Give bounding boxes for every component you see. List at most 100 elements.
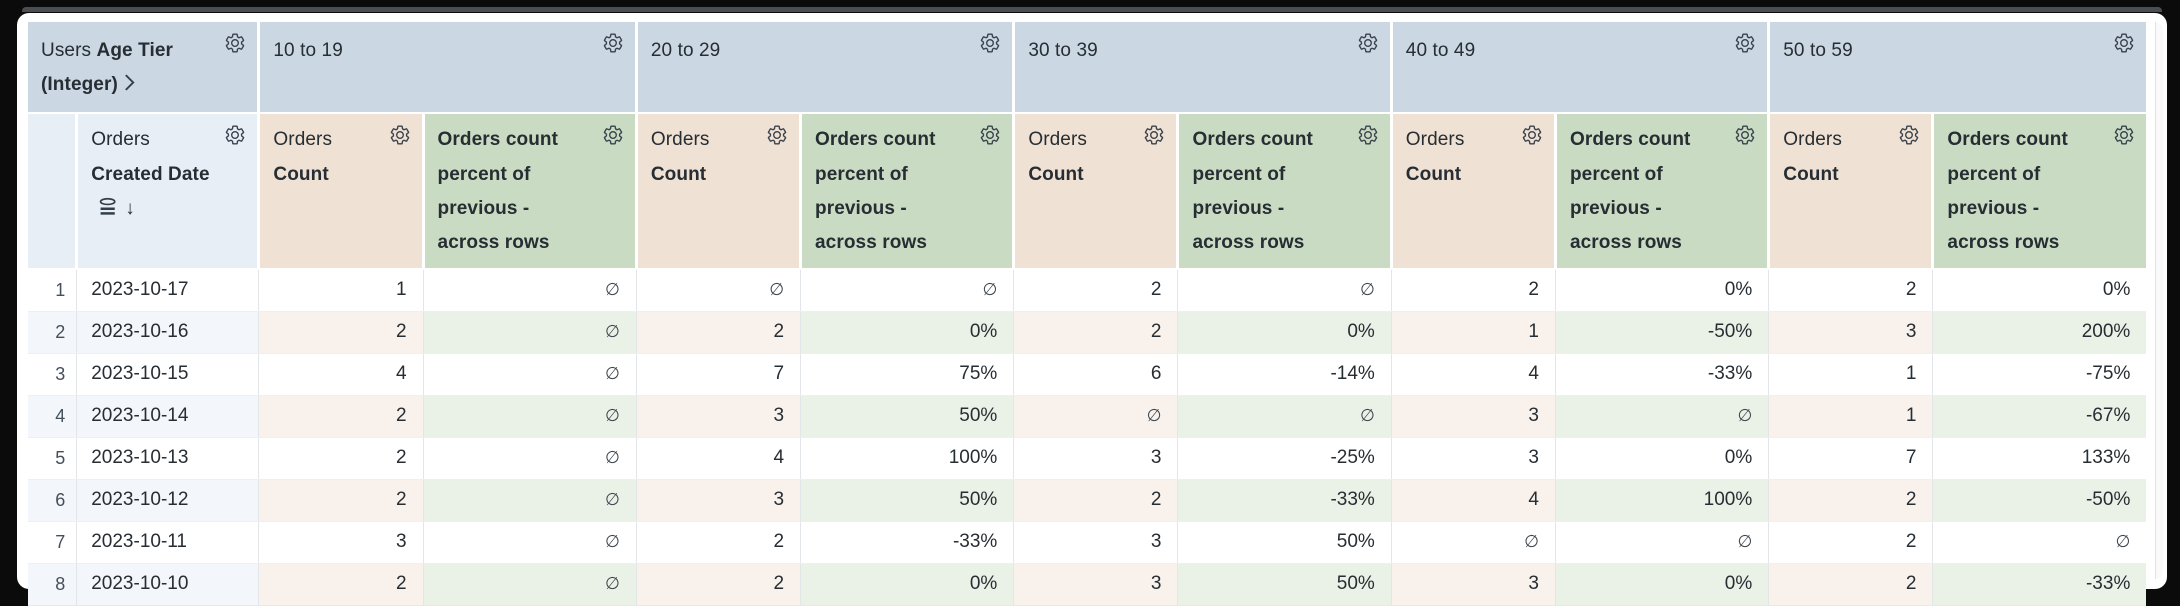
count-cell[interactable]: 2	[1768, 521, 1934, 564]
percent-cell[interactable]: ∅	[423, 395, 637, 438]
percent-cell[interactable]: ∅	[1177, 269, 1392, 312]
count-cell[interactable]: ∅	[1391, 521, 1556, 564]
percent-cell[interactable]: ∅	[1555, 521, 1770, 564]
gear-icon[interactable]	[1357, 32, 1379, 54]
percent-cell[interactable]: 0%	[1177, 311, 1392, 354]
measure-header-percent-previous[interactable]: Orders count percent of previous - acros…	[800, 113, 1016, 271]
percent-cell[interactable]: ∅	[423, 311, 637, 354]
percent-cell[interactable]: 0%	[800, 311, 1015, 354]
percent-cell[interactable]: -75%	[1932, 353, 2147, 396]
percent-cell[interactable]: -33%	[800, 521, 1015, 564]
count-cell[interactable]: 3	[636, 395, 802, 438]
count-cell[interactable]: 3	[1013, 437, 1179, 480]
count-cell[interactable]: 3	[636, 479, 802, 522]
pivot-expand-chevron-icon[interactable]	[122, 70, 137, 104]
count-cell[interactable]: 4	[258, 353, 424, 396]
count-cell[interactable]: 3	[258, 521, 424, 564]
count-cell[interactable]: 6	[1013, 353, 1179, 396]
gear-icon[interactable]	[1734, 32, 1756, 54]
sort-desc-arrow[interactable]: ↓	[125, 197, 135, 219]
measure-header-orders-count[interactable]: Orders Count	[1768, 113, 1935, 271]
count-cell[interactable]: 2	[1391, 269, 1556, 312]
date-cell[interactable]: 2023-10-12	[76, 479, 260, 522]
measure-header-percent-previous[interactable]: Orders count percent of previous - acros…	[1932, 113, 2147, 271]
gear-icon[interactable]	[2113, 124, 2135, 146]
percent-cell[interactable]: ∅	[423, 269, 637, 312]
gear-icon[interactable]	[602, 32, 624, 54]
percent-cell[interactable]: 100%	[1555, 479, 1770, 522]
gear-icon[interactable]	[1521, 124, 1543, 146]
percent-cell[interactable]: ∅	[423, 563, 637, 606]
gear-icon[interactable]	[602, 124, 624, 146]
measure-header-percent-previous[interactable]: Orders count percent of previous - acros…	[1177, 113, 1393, 271]
percent-cell[interactable]: -14%	[1177, 353, 1392, 396]
count-cell[interactable]: 2	[1013, 311, 1179, 354]
gear-icon[interactable]	[766, 124, 788, 146]
percent-cell[interactable]: -25%	[1177, 437, 1392, 480]
count-cell[interactable]: 4	[1391, 479, 1556, 522]
percent-cell[interactable]: 50%	[800, 479, 1015, 522]
percent-cell[interactable]: ∅	[423, 521, 637, 564]
date-cell[interactable]: 2023-10-14	[76, 395, 260, 438]
percent-cell[interactable]: -33%	[1555, 353, 1770, 396]
count-cell[interactable]: 3	[1391, 563, 1556, 606]
gear-icon[interactable]	[979, 124, 1001, 146]
percent-cell[interactable]: 50%	[1177, 563, 1392, 606]
percent-cell[interactable]: ∅	[1932, 521, 2147, 564]
count-cell[interactable]: 2	[1768, 563, 1934, 606]
date-cell[interactable]: 2023-10-11	[76, 521, 260, 564]
count-cell[interactable]: 2	[636, 311, 802, 354]
measure-header-percent-previous[interactable]: Orders count percent of previous - acros…	[1555, 113, 1771, 271]
percent-cell[interactable]: -50%	[1932, 479, 2147, 522]
pivot-value-header-30-39[interactable]: 30 to 39	[1013, 22, 1393, 115]
date-cell[interactable]: 2023-10-17	[76, 269, 260, 312]
percent-cell[interactable]: -67%	[1932, 395, 2147, 438]
count-cell[interactable]: 7	[636, 353, 802, 396]
percent-cell[interactable]: 50%	[1177, 521, 1392, 564]
count-cell[interactable]: ∅	[1013, 395, 1179, 438]
count-cell[interactable]: 1	[1768, 395, 1934, 438]
count-cell[interactable]: 2	[1013, 269, 1179, 312]
percent-cell[interactable]: -33%	[1177, 479, 1392, 522]
count-cell[interactable]: 2	[258, 311, 424, 354]
gear-icon[interactable]	[1734, 124, 1756, 146]
measure-header-orders-count[interactable]: Orders Count	[1013, 113, 1180, 271]
row-dimension-header[interactable]: Users Age Tier (Integer)	[28, 22, 261, 115]
count-cell[interactable]: 2	[1768, 269, 1934, 312]
measure-header-percent-previous[interactable]: Orders count percent of previous - acros…	[423, 113, 638, 271]
count-cell[interactable]: 2	[258, 395, 424, 438]
percent-cell[interactable]: 0%	[1555, 563, 1770, 606]
count-cell[interactable]: 4	[1391, 353, 1556, 396]
gear-icon[interactable]	[2113, 32, 2135, 54]
percent-cell[interactable]: 50%	[800, 395, 1015, 438]
measure-header-orders-count[interactable]: Orders Count	[1391, 113, 1557, 271]
percent-cell[interactable]: 0%	[1555, 269, 1770, 312]
vertical-scrollbar[interactable]	[2155, 22, 2163, 579]
count-cell[interactable]: 1	[1391, 311, 1556, 354]
count-cell[interactable]: 2	[1768, 479, 1934, 522]
count-cell[interactable]: ∅	[636, 269, 802, 312]
measure-header-orders-count[interactable]: Orders Count	[636, 113, 803, 271]
pivot-value-header-10-19[interactable]: 10 to 19	[258, 22, 638, 115]
subtotal-list-icon[interactable]	[98, 195, 119, 229]
percent-cell[interactable]: 100%	[800, 437, 1015, 480]
pivot-value-header-20-29[interactable]: 20 to 29	[636, 22, 1016, 115]
percent-cell[interactable]: 0%	[1555, 437, 1770, 480]
date-cell[interactable]: 2023-10-15	[76, 353, 260, 396]
date-cell[interactable]: 2023-10-16	[76, 311, 260, 354]
date-field-header[interactable]: Orders Created Date ↓	[76, 113, 261, 271]
count-cell[interactable]: 2	[636, 563, 802, 606]
count-cell[interactable]: 2	[258, 437, 424, 480]
percent-cell[interactable]: 133%	[1932, 437, 2147, 480]
percent-cell[interactable]: 0%	[800, 563, 1015, 606]
measure-header-orders-count[interactable]: Orders Count	[258, 113, 425, 271]
count-cell[interactable]: 7	[1768, 437, 1934, 480]
count-cell[interactable]: 1	[1768, 353, 1934, 396]
gear-icon[interactable]	[389, 124, 411, 146]
gear-icon[interactable]	[224, 32, 246, 54]
count-cell[interactable]: 2	[258, 563, 424, 606]
pivot-value-header-50-59[interactable]: 50 to 59	[1768, 22, 2147, 115]
gear-icon[interactable]	[224, 124, 246, 146]
count-cell[interactable]: 3	[1391, 437, 1556, 480]
gear-icon[interactable]	[1357, 124, 1379, 146]
